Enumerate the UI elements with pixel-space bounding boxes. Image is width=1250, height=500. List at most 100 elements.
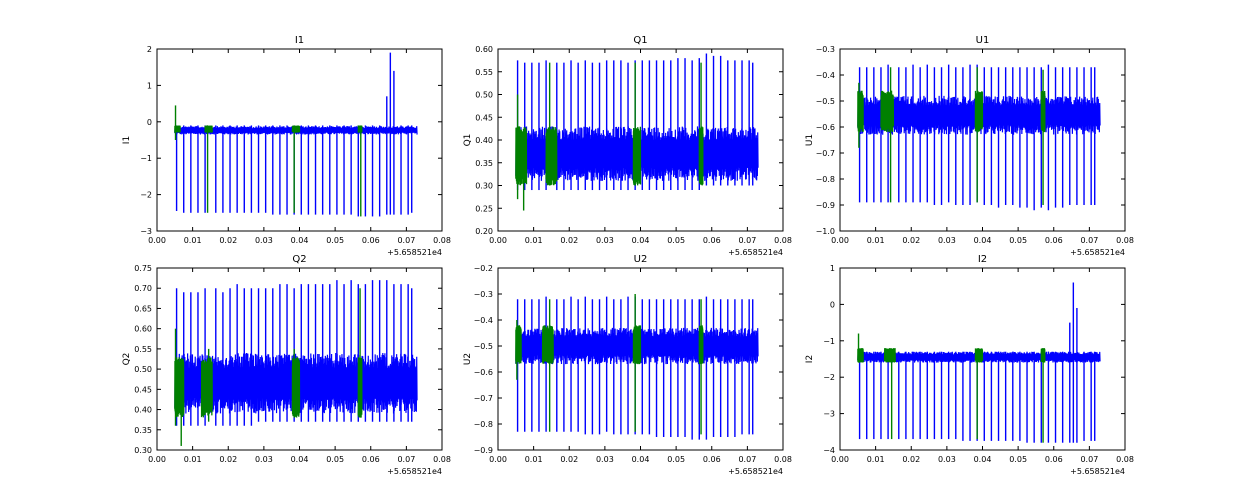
subplot-title: I1: [295, 35, 304, 46]
y-tick-label: −0.7: [816, 149, 835, 158]
y-tick-label: −0.3: [474, 290, 493, 299]
x-tick-label: 0.03: [596, 236, 614, 245]
x-tick-label: 0.07: [1080, 236, 1098, 245]
x-tick-label: 0.06: [362, 236, 380, 245]
subplot-title: U1: [976, 35, 990, 46]
y-axis-label: Q2: [122, 353, 132, 366]
x-tick-label: 0.07: [397, 455, 415, 464]
y-tick-label: −1: [823, 337, 835, 346]
subplot-title: Q2: [292, 254, 306, 265]
y-tick-label: 0.30: [134, 446, 152, 455]
y-tick-label: 0.40: [475, 136, 493, 145]
x-tick-label: 0.02: [219, 236, 237, 245]
x-tick-label: 0.05: [667, 455, 685, 464]
x-tick-label: 0.01: [867, 455, 885, 464]
x-tick-label: 0.05: [1009, 236, 1027, 245]
plot-area: [174, 52, 418, 217]
x-tick-label: 0.04: [974, 455, 992, 464]
x-offset-label: +5.658521e4: [1070, 248, 1125, 257]
x-tick-label: 0.06: [1045, 236, 1063, 245]
plot-area: [515, 53, 759, 211]
x-tick-label: 0.02: [902, 236, 920, 245]
subplot-title: Q1: [633, 35, 647, 46]
series-green: [515, 294, 704, 435]
x-tick-label: 0.07: [738, 455, 756, 464]
subplot-u1: 0.00 0.01 0.02 0.03 0.04 0.05 0.06 0.07 0.08 −0.3…: [805, 35, 1134, 257]
series-cluster: [204, 125, 213, 133]
y-axis-label: U2: [463, 353, 473, 365]
y-tick-label: −4: [823, 446, 835, 455]
x-offset-label: +5.658521e4: [387, 467, 442, 476]
x-tick-label: 0.08: [774, 236, 792, 245]
series-cluster: [974, 348, 984, 363]
y-tick-label: −0.2: [474, 264, 493, 273]
y-tick-label: 0.45: [134, 385, 152, 394]
y-tick-label: 0: [830, 300, 835, 309]
y-tick-label: 0.30: [475, 182, 493, 191]
x-tick-label: 0.08: [1116, 236, 1134, 245]
subplot-title: I2: [978, 254, 987, 265]
x-tick-label: 0.04: [291, 455, 309, 464]
y-tick-label: 0.20: [475, 227, 493, 236]
series-cluster: [200, 357, 213, 418]
y-tick-label: 0.60: [475, 45, 493, 54]
y-tick-label: 0.50: [475, 91, 493, 100]
y-tick-label: −1.0: [816, 227, 835, 236]
subplot-i2: 0.00 0.01 0.02 0.03 0.04 0.05 0.06 0.07 0.08 1 0 −1…: [805, 254, 1134, 476]
x-tick-label: 0.02: [902, 455, 920, 464]
x-tick-label: 0.03: [938, 236, 956, 245]
x-tick-label: 0.05: [326, 236, 344, 245]
y-tick-label: −1: [140, 154, 152, 163]
x-tick-label: 0.00: [489, 455, 507, 464]
series-cluster: [291, 125, 301, 133]
x-tick-label: 0.01: [184, 236, 202, 245]
axes-frame: [156, 48, 443, 232]
y-tick-label: 0.60: [134, 325, 152, 334]
y-tick-label: 0.75: [134, 264, 152, 273]
x-tick-label: 0.08: [433, 236, 451, 245]
x-tick-label: 0.07: [397, 236, 415, 245]
series-cluster: [880, 90, 895, 133]
plot-area: [857, 282, 1101, 443]
x-tick-label: 0.02: [219, 455, 237, 464]
x-tick-label: 0.01: [525, 455, 543, 464]
y-tick-label: −0.3: [816, 45, 835, 54]
series-green: [515, 62, 704, 211]
y-axis-label: I2: [805, 355, 815, 363]
x-tick-label: 0.06: [703, 236, 721, 245]
y-axis-label: I1: [122, 136, 132, 144]
y-tick-label: −0.6: [816, 123, 835, 132]
series-cluster: [632, 126, 642, 186]
subplot-title: U2: [634, 254, 648, 265]
x-tick-label: 0.00: [831, 455, 849, 464]
series-blue: [857, 282, 1101, 443]
x-tick-label: 0.00: [489, 236, 507, 245]
y-tick-label: 0: [147, 118, 152, 127]
y-tick-label: −3: [823, 410, 835, 419]
plot-area: [857, 64, 1101, 211]
series-cluster: [632, 325, 642, 365]
series-cluster: [174, 357, 185, 418]
plot-area: [174, 280, 418, 446]
series-cluster: [974, 90, 984, 133]
y-tick-label: −0.4: [474, 316, 493, 325]
y-axis-label: Q1: [463, 134, 473, 147]
series-blue: [857, 64, 1101, 211]
x-tick-label: 0.01: [525, 236, 543, 245]
y-tick-label: 0.55: [475, 68, 493, 77]
y-tick-label: 1: [830, 264, 835, 273]
series-blue: [174, 52, 418, 217]
y-tick-label: 0.70: [134, 284, 152, 293]
series-green: [857, 333, 1046, 443]
x-tick-label: 0.03: [596, 455, 614, 464]
y-tick-label: 2: [147, 45, 152, 54]
series-green: [174, 105, 363, 217]
x-tick-label: 0.06: [703, 455, 721, 464]
x-tick-label: 0.04: [632, 236, 650, 245]
y-tick-label: 0.45: [475, 113, 493, 122]
y-tick-label: −0.5: [474, 342, 493, 351]
subplot-q1: 0.00 0.01 0.02 0.03 0.04 0.05 0.06 0.07 0.08 0.60…: [463, 35, 792, 257]
series-cluster: [291, 357, 301, 418]
x-tick-label: 0.05: [667, 236, 685, 245]
